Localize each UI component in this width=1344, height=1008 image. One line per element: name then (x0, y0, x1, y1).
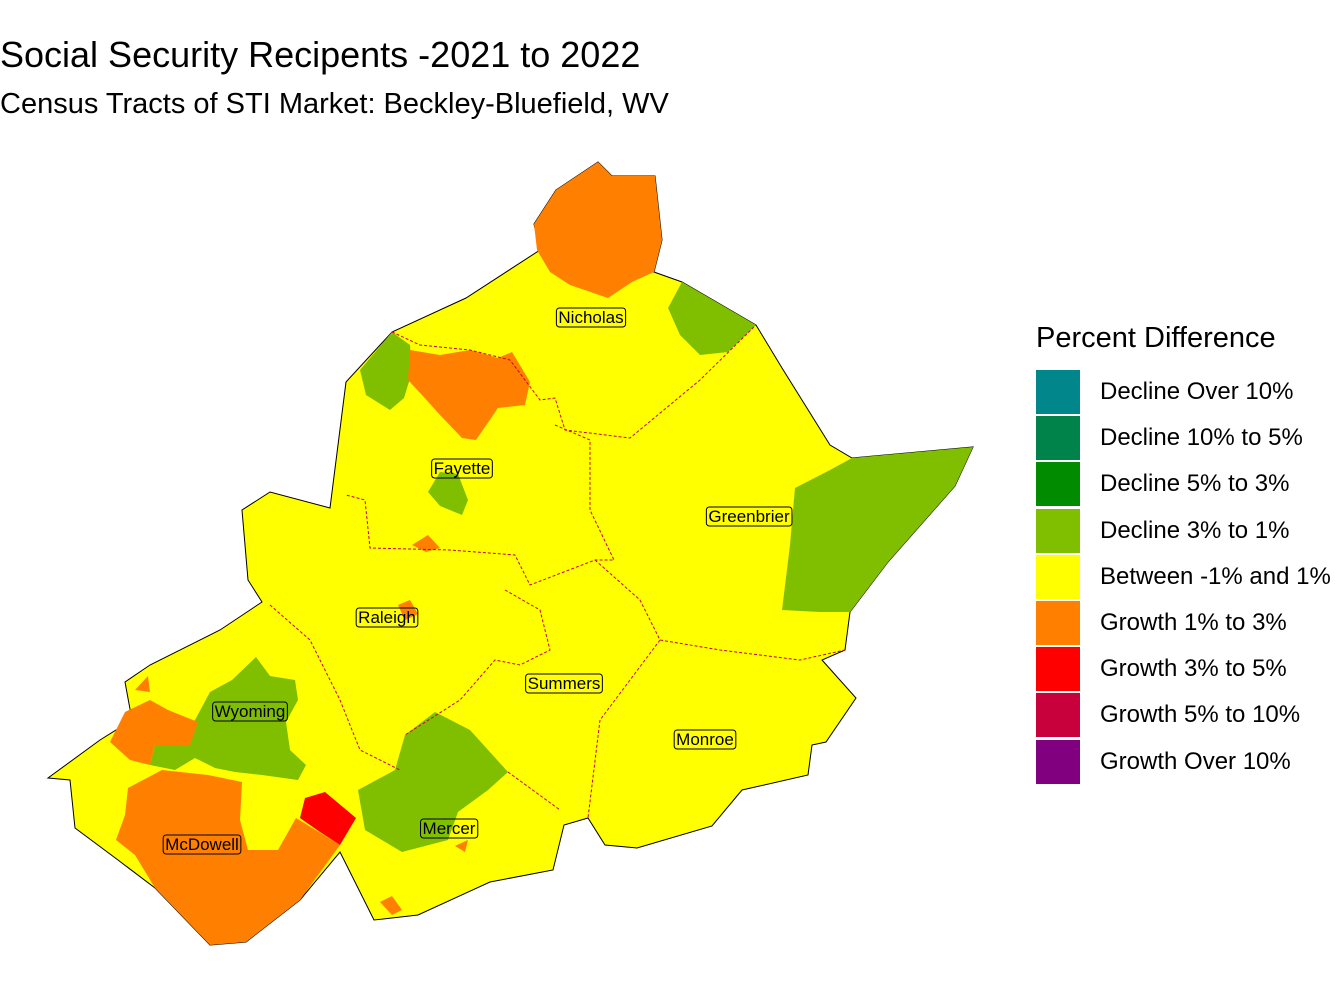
county-label: Fayette (434, 459, 491, 478)
county-label-box (705, 506, 793, 527)
county-label-box (355, 607, 419, 628)
legend-swatch (1036, 647, 1080, 692)
tract-nicholas-north (534, 162, 662, 298)
tract-fayette-center (428, 472, 468, 515)
county-labels: Nicholas Fayette Greenbrier Raleigh Summers W… (162, 307, 793, 855)
legend-item: Growth 5% to 10% (1036, 692, 1331, 738)
legend-swatch (1036, 416, 1080, 461)
legend-item: Growth Over 10% (1036, 739, 1331, 785)
county-label-box (525, 673, 603, 694)
map-title: Social Security Recipents -2021 to 2022 (0, 34, 641, 75)
legend-label: Decline Over 10% (1100, 378, 1294, 406)
county-label: Raleigh (358, 608, 416, 627)
county-label: Nicholas (558, 308, 623, 327)
county-label: Summers (528, 674, 601, 693)
county-label-box (431, 458, 493, 479)
county-label: Wyoming (215, 702, 286, 721)
legend: Percent Difference Decline Over 10% Decli… (1036, 322, 1331, 785)
legend-item: Growth 1% to 3% (1036, 600, 1331, 646)
legend-label: Between -1% and 1% (1100, 562, 1331, 590)
legend-swatch (1036, 554, 1080, 599)
legend-item: Decline Over 10% (1036, 369, 1331, 415)
legend-item: Growth 3% to 5% (1036, 646, 1331, 692)
county-label-box (555, 307, 627, 328)
tract-fayette-north (360, 332, 412, 410)
legend-item: Decline 10% to 5% (1036, 415, 1331, 461)
legend-item: Decline 3% to 1% (1036, 508, 1331, 554)
tract-mcdowell-red (300, 792, 356, 845)
county-label: Monroe (676, 730, 734, 749)
tract-nicholas-east (668, 282, 756, 355)
county-label: McDowell (165, 835, 239, 854)
legend-label: Growth 5% to 10% (1100, 701, 1301, 729)
tract-greenbrier-east (782, 447, 973, 612)
county-label: Greenbrier (708, 507, 790, 526)
legend-label: Decline 5% to 3% (1100, 470, 1290, 498)
legend-swatch (1036, 693, 1080, 738)
legend-swatch (1036, 739, 1080, 784)
map-subtitle: Census Tracts of STI Market: Beckley-Blu… (0, 88, 669, 120)
legend-items: Decline Over 10% Decline 10% to 5% Decline… (1036, 369, 1331, 785)
legend-item: Decline 5% to 3% (1036, 461, 1331, 507)
tract-mercer-small (455, 840, 468, 852)
tract-wyoming-edge (135, 676, 150, 692)
tract-wyoming-west (110, 700, 198, 765)
county-label-box (162, 834, 242, 855)
legend-swatch (1036, 370, 1080, 415)
tract-wyoming-center (150, 657, 306, 780)
county-label: Mercer (423, 819, 476, 838)
county-label-box (420, 818, 479, 839)
tract-mcdowell-main (116, 770, 340, 945)
legend-swatch (1036, 508, 1080, 553)
legend-item: Between -1% and 1% (1036, 554, 1331, 600)
legend-label: Decline 3% to 1% (1100, 516, 1290, 544)
legend-swatch (1036, 601, 1080, 646)
legend-label: Growth Over 10% (1100, 747, 1291, 775)
tract-mercer-south (380, 896, 402, 915)
tract-raleigh-city (398, 600, 418, 620)
tract-fayette-south (412, 535, 440, 552)
county-boundaries (269, 324, 846, 819)
legend-label: Growth 1% to 3% (1100, 609, 1287, 637)
legend-swatch (1036, 462, 1080, 507)
legend-label: Growth 3% to 5% (1100, 655, 1287, 683)
tract-fayette-orange (408, 350, 530, 440)
tract-mercer-west (358, 712, 508, 852)
legend-title: Percent Difference (1036, 322, 1276, 354)
county-label-box (673, 729, 737, 750)
county-label-box (212, 701, 288, 722)
legend-label: Decline 10% to 5% (1100, 424, 1303, 452)
